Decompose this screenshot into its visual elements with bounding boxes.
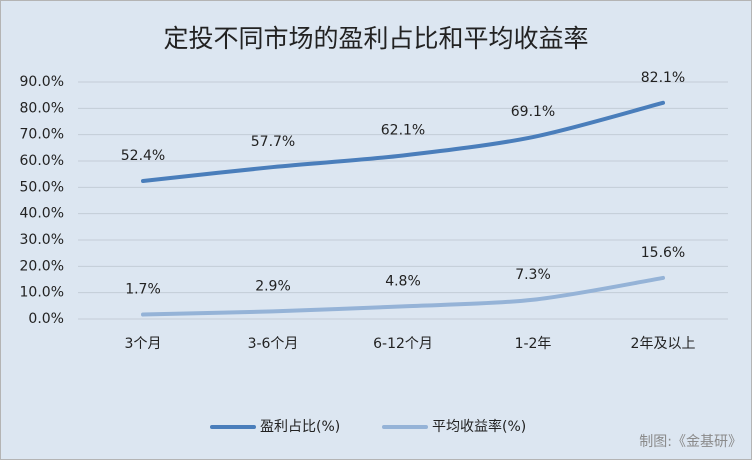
data-label: 62.1%	[381, 122, 425, 138]
data-label: 7.3%	[515, 267, 551, 283]
y-tick-label: 40.0%	[20, 206, 64, 222]
y-tick-label: 30.0%	[20, 232, 64, 248]
data-label: 57.7%	[251, 134, 295, 150]
series-line	[141, 100, 665, 184]
legend-label: 盈利占比(%)	[260, 419, 340, 435]
y-tick-label: 90.0%	[20, 74, 64, 90]
x-tick-label: 6-12个月	[373, 336, 433, 352]
y-tick-label: 70.0%	[20, 127, 64, 143]
data-label: 69.1%	[511, 104, 555, 120]
x-tick-label: 3个月	[125, 336, 162, 352]
data-label: 1.7%	[125, 282, 161, 298]
data-label: 82.1%	[641, 70, 685, 86]
data-label: 15.6%	[641, 245, 685, 261]
chart-title: 定投不同市场的盈利占比和平均收益率	[163, 24, 588, 53]
source-note: 制图:《金基研》	[639, 433, 742, 450]
y-tick-label: 10.0%	[20, 285, 64, 301]
legend-label: 平均收益率(%)	[432, 418, 526, 435]
data-label: 4.8%	[385, 273, 421, 289]
series-line	[141, 275, 665, 317]
x-tick-label: 1-2年	[515, 336, 552, 352]
y-tick-label: 0.0%	[28, 311, 64, 327]
y-tick-label: 60.0%	[20, 153, 64, 169]
data-label: 2.9%	[255, 278, 291, 294]
x-tick-label: 3-6个月	[248, 336, 299, 352]
x-tick-label: 2年及以上	[631, 336, 696, 352]
y-tick-label: 20.0%	[20, 258, 64, 274]
y-tick-label: 80.0%	[20, 100, 64, 116]
y-tick-label: 50.0%	[20, 179, 64, 195]
data-label: 52.4%	[121, 148, 165, 164]
